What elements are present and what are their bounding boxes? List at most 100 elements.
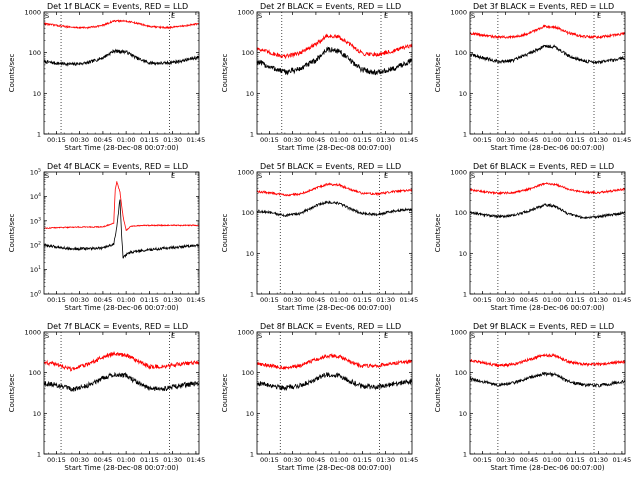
y-axis-label: Counts/sec	[221, 54, 229, 93]
y-tick-mantissa: 10	[30, 169, 38, 177]
lld-series-line	[43, 181, 200, 231]
x-tick-label: 01:30	[163, 296, 182, 304]
plot-frame	[469, 11, 626, 135]
events-series-line	[256, 199, 413, 218]
x-tick-label: 01:30	[163, 136, 182, 144]
y-tick-label: 1	[37, 451, 41, 459]
x-tick-label: 01:00	[330, 296, 349, 304]
x-axis-label: Start Time (28-Dec-08 00:07:00)	[277, 464, 391, 472]
y-tick-mantissa: 10	[246, 410, 254, 418]
end-marker-label: E	[597, 332, 601, 340]
chart-title: Det 9f BLACK = Events, RED = LLD	[473, 322, 614, 331]
x-tick-label: 00:15	[47, 136, 66, 144]
lld-series-line	[256, 33, 413, 60]
y-tick-exponent: 2	[38, 241, 41, 247]
events-series-line	[469, 202, 626, 220]
x-tick-label: 01:30	[376, 136, 395, 144]
x-tick-label: 01:30	[589, 136, 608, 144]
panel-det-3f: Det 3f BLACK = Events, RED = LLD S E 00:15 0…	[426, 0, 639, 160]
x-tick-label: 00:45	[520, 136, 539, 144]
y-tick-mantissa: 1	[463, 451, 467, 459]
y-tick-label: 10	[459, 410, 467, 418]
y-tick-mantissa: 1	[250, 131, 254, 139]
y-tick-label: 100	[455, 49, 467, 57]
y-tick-label: 1000	[237, 169, 254, 177]
lld-series-line	[256, 182, 413, 197]
end-marker-label: E	[171, 12, 175, 20]
y-tick-mantissa: 100	[29, 49, 41, 57]
y-tick-label: 1	[250, 451, 254, 459]
y-tick-mantissa: 10	[246, 250, 254, 258]
panel-det-7f: Det 7f BLACK = Events, RED = LLD S E 00:15 0…	[0, 320, 213, 480]
panel-det-9f: Det 9f BLACK = Events, RED = LLD S E 00:15 0…	[426, 320, 639, 480]
y-tick-mantissa: 10	[30, 193, 38, 201]
x-tick-label: 00:15	[47, 456, 66, 464]
plot-frame	[469, 331, 626, 455]
y-tick-mantissa: 1000	[24, 329, 41, 337]
end-marker-label: E	[597, 12, 601, 20]
x-axis-label: Start Time (28-Dec-06 00:07:00)	[490, 144, 604, 152]
y-tick-label: 100	[30, 290, 41, 299]
x-axis-label: Start Time (28-Dec-08 00:07:00)	[277, 144, 391, 152]
chart-title: Det 3f BLACK = Events, RED = LLD	[473, 2, 614, 11]
x-tick-label: 00:15	[260, 136, 279, 144]
x-tick-label: 01:00	[543, 296, 562, 304]
lld-series-line	[469, 182, 626, 196]
chart-title: Det 4f BLACK = Events, RED = LLD	[47, 162, 188, 171]
x-tick-label: 00:30	[496, 296, 515, 304]
y-tick-mantissa: 1000	[237, 169, 254, 177]
x-tick-label: 01:45	[187, 296, 206, 304]
y-tick-mantissa: 10	[30, 242, 38, 250]
events-series-line	[256, 46, 413, 76]
chart-title: Det 2f BLACK = Events, RED = LLD	[260, 2, 401, 11]
y-tick-mantissa: 1	[463, 291, 467, 299]
events-series-line	[469, 371, 626, 388]
start-marker-label: S	[471, 172, 475, 180]
plot-frame	[43, 171, 200, 295]
y-tick-mantissa: 1	[37, 131, 41, 139]
y-tick-exponent: 1	[38, 265, 41, 271]
y-axis-label: Counts/sec	[434, 214, 442, 253]
y-tick-label: 10	[459, 250, 467, 258]
lld-series-line	[43, 19, 200, 30]
x-axis-label: Start Time (28-Dec-06 00:07:00)	[277, 304, 391, 312]
x-tick-label: 00:30	[283, 136, 302, 144]
x-tick-label: 01:30	[589, 456, 608, 464]
x-tick-label: 00:30	[70, 136, 89, 144]
x-tick-label: 00:45	[520, 456, 539, 464]
x-tick-label: 01:15	[140, 136, 159, 144]
x-tick-label: 00:30	[70, 456, 89, 464]
x-tick-label: 00:15	[473, 296, 492, 304]
plot-frame	[43, 331, 200, 455]
y-tick-mantissa: 100	[455, 49, 467, 57]
y-tick-label: 1000	[237, 329, 254, 337]
x-tick-label: 01:15	[140, 296, 159, 304]
y-tick-mantissa: 10	[30, 217, 38, 225]
x-tick-label: 01:15	[353, 136, 372, 144]
y-tick-label: 1000	[237, 9, 254, 17]
x-tick-label: 00:30	[283, 296, 302, 304]
x-tick-label: 01:45	[400, 296, 419, 304]
x-tick-label: 00:30	[70, 296, 89, 304]
panel-det-4f: Det 4f BLACK = Events, RED = LLD S E 00:15 0…	[0, 160, 213, 320]
start-marker-label: S	[258, 12, 262, 20]
y-tick-mantissa: 10	[246, 90, 254, 98]
start-marker-label: S	[258, 332, 262, 340]
start-marker-label: S	[45, 12, 49, 20]
x-tick-label: 00:15	[473, 136, 492, 144]
y-tick-label: 104	[30, 192, 41, 201]
y-tick-label: 105	[30, 168, 41, 177]
y-tick-exponent: 0	[38, 290, 41, 296]
y-tick-label: 102	[30, 241, 41, 250]
x-tick-label: 01:00	[117, 136, 136, 144]
y-tick-label: 1	[463, 131, 467, 139]
x-tick-label: 01:45	[613, 136, 632, 144]
x-tick-label: 01:45	[400, 136, 419, 144]
y-axis-label: Counts/sec	[221, 214, 229, 253]
